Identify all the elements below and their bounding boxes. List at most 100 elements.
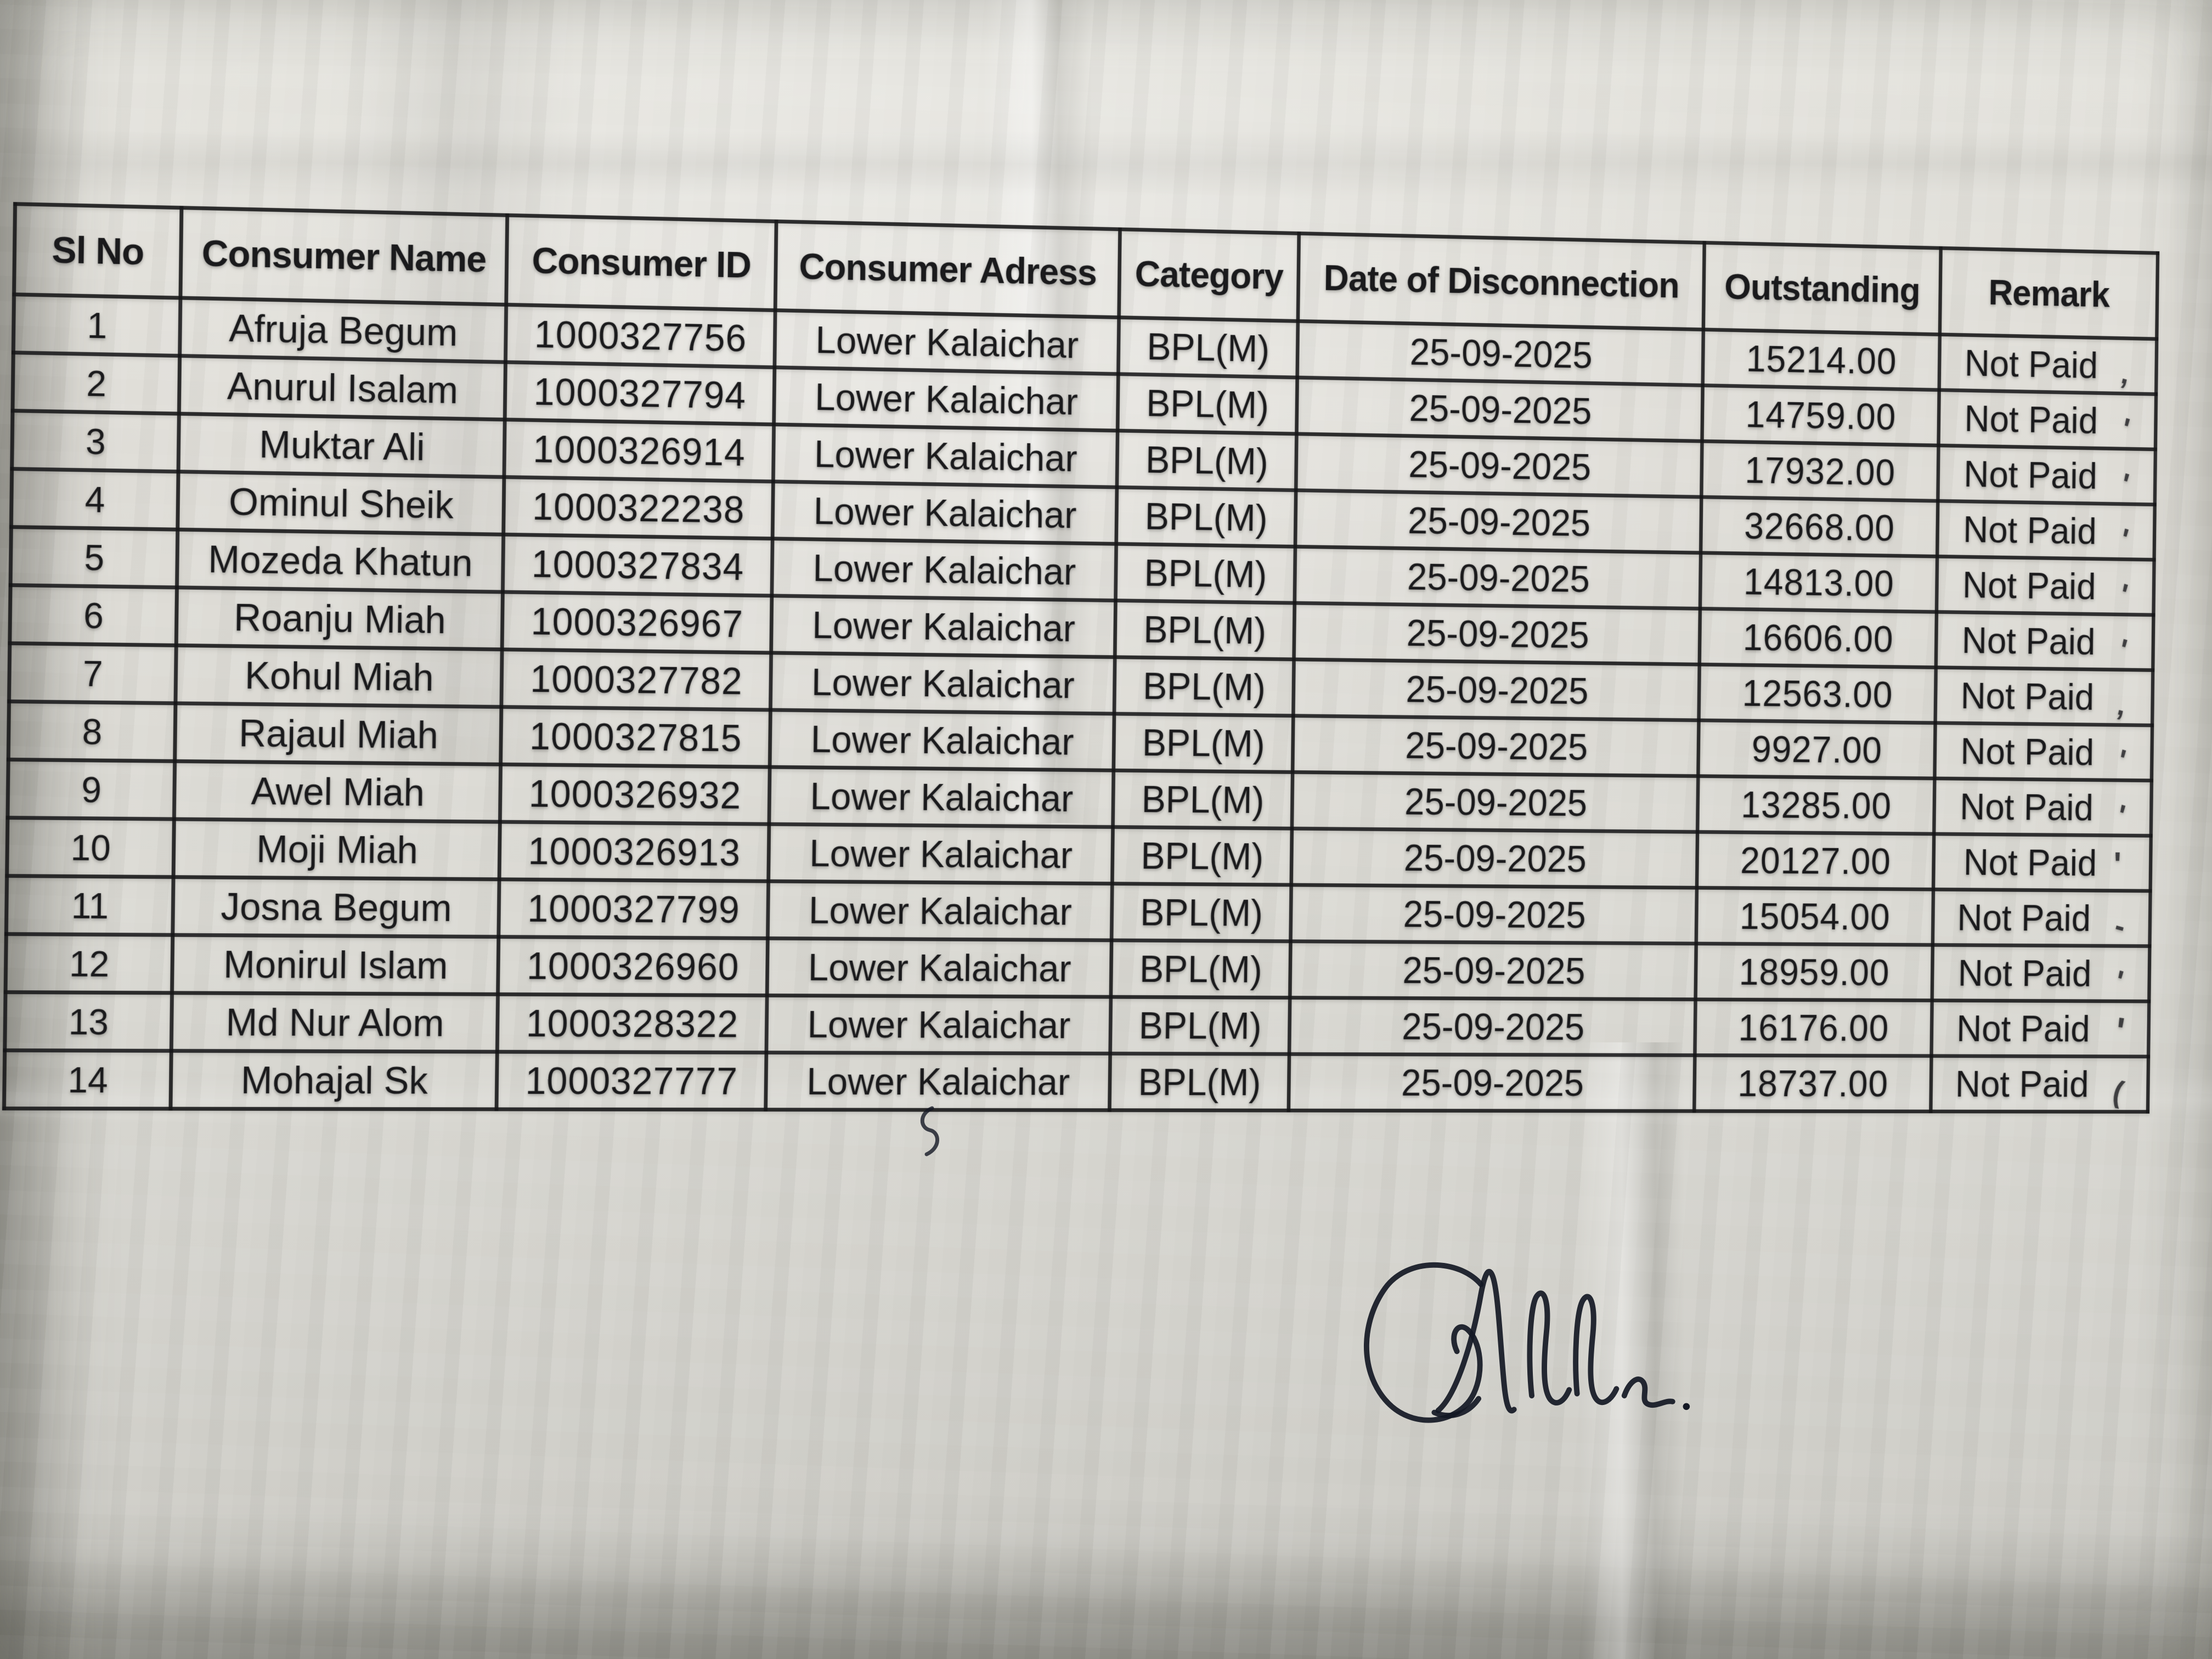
stray-pen-mark <box>920 1106 939 1156</box>
disconnection-table: Sl No Consumer Name Consumer ID Consumer… <box>2 202 2159 1114</box>
remark-text: Not Paid <box>1964 342 2098 386</box>
pen-tick-mark: ' <box>2113 845 2121 883</box>
cell-consumer-id: 1000326913 <box>499 822 769 882</box>
cell-category: BPL(M) <box>1118 317 1298 378</box>
pen-tick-mark: ' <box>2117 522 2132 557</box>
cell-sl-no: 12 <box>5 934 173 993</box>
cell-category: BPL(M) <box>1110 997 1290 1054</box>
cell-remark: Not Paid, <box>1935 667 2153 726</box>
cell-date-of-disconnection: 25-09-2025 <box>1294 603 1700 665</box>
remark-text: Not Paid <box>1962 564 2096 607</box>
table-body: 1 Afruja Begum 1000327756 Lower Kalaicha… <box>4 294 2157 1112</box>
cell-category: BPL(M) <box>1110 940 1291 998</box>
cell-outstanding: 12563.00 <box>1699 664 1936 723</box>
cell-consumer-id: 1000327794 <box>505 362 775 425</box>
cell-consumer-adress: Lower Kalaichar <box>766 995 1111 1054</box>
cell-category: BPL(M) <box>1115 600 1295 659</box>
cell-outstanding: 17932.00 <box>1701 441 1939 501</box>
cell-outstanding: 18737.00 <box>1694 1055 1932 1111</box>
cell-remark: Not Paid ( <box>1931 1056 2149 1112</box>
cell-category: BPL(M) <box>1113 714 1294 772</box>
header-cell-consumer-id: Consumer ID <box>506 215 777 311</box>
table-row: 14 Mohajal Sk 1000327777 Lower Kalaichar… <box>4 1050 2149 1112</box>
cell-sl-no: 1 <box>13 294 180 356</box>
remark-text: Not Paid <box>1960 730 2095 773</box>
cell-outstanding: 20127.00 <box>1696 832 1934 890</box>
cell-consumer-name: Mohajal Sk <box>170 1051 498 1109</box>
signature-scribble <box>1364 1262 1690 1423</box>
cell-sl-no: 13 <box>4 992 172 1051</box>
remark-text: Not Paid <box>1956 1008 2090 1049</box>
cell-category: BPL(M) <box>1118 374 1297 434</box>
cell-date-of-disconnection: 25-09-2025 <box>1296 433 1702 497</box>
cell-sl-no: 6 <box>9 585 177 646</box>
cell-consumer-name: Mozeda Khatun <box>177 529 504 592</box>
cell-sl-no: 8 <box>8 701 176 761</box>
cell-consumer-adress: Lower Kalaichar <box>772 481 1117 544</box>
cell-consumer-adress: Lower Kalaichar <box>767 938 1112 997</box>
cell-remark: Not Paid - <box>1932 889 2151 946</box>
cell-consumer-adress: Lower Kalaichar <box>771 595 1116 657</box>
cell-consumer-name: Rajaul Miah <box>174 703 501 765</box>
cell-remark: Not Paid, <box>1939 334 2157 394</box>
cell-sl-no: 5 <box>10 527 178 588</box>
cell-sl-no: 2 <box>12 352 180 414</box>
cell-outstanding: 14759.00 <box>1702 385 1939 445</box>
cell-category: BPL(M) <box>1113 770 1293 829</box>
cell-consumer-name: Muktar Ali <box>178 414 505 477</box>
remark-text: Not Paid <box>1957 896 2091 939</box>
header-cell-date-of-disconnection: Date of Disconnection <box>1297 233 1705 330</box>
remark-text: Not Paid <box>1955 1063 2089 1105</box>
header-cell-category: Category <box>1119 229 1299 321</box>
cell-consumer-id: 1000327782 <box>501 649 771 710</box>
cell-consumer-adress: Lower Kalaichar <box>768 881 1113 940</box>
cell-date-of-disconnection: 25-09-2025 <box>1290 941 1696 1000</box>
pen-tick-mark: - <box>2111 908 2129 944</box>
cell-consumer-name: Ominul Sheik <box>177 471 504 535</box>
header-cell-remark: Remark <box>1939 248 2158 339</box>
cell-sl-no: 11 <box>6 876 174 935</box>
cell-remark: Not Paid ' <box>1938 390 2157 450</box>
cell-consumer-name: Anurul Isalam <box>179 356 506 420</box>
cell-consumer-id: 1000326932 <box>500 764 770 825</box>
cell-consumer-id: 1000327777 <box>496 1052 766 1110</box>
cell-consumer-name: Moji Miah <box>173 819 500 879</box>
cell-sl-no: 9 <box>7 759 175 820</box>
cell-category: BPL(M) <box>1109 1053 1290 1111</box>
header-cell-outstanding: Outstanding <box>1703 242 1941 335</box>
cell-consumer-adress: Lower Kalaichar <box>771 538 1116 601</box>
cell-consumer-adress: Lower Kalaichar <box>770 710 1115 771</box>
remark-text: Not Paid <box>1962 509 2097 552</box>
cell-outstanding: 16176.00 <box>1695 999 1932 1056</box>
cell-consumer-id: 1000326960 <box>498 936 768 996</box>
remark-text: Not Paid <box>1961 619 2096 662</box>
cell-remark: Not Paid ' <box>1934 778 2152 836</box>
pen-tick-mark: ' <box>2118 466 2132 501</box>
remark-text: Not Paid <box>1960 786 2094 828</box>
cell-consumer-id: 1000327756 <box>505 304 776 368</box>
pen-tick-mark: , <box>2114 687 2131 723</box>
cell-remark: Not Paid ' <box>1934 723 2153 781</box>
cell-date-of-disconnection: 25-09-2025 <box>1297 321 1703 386</box>
header-cell-consumer-name: Consumer Name <box>180 207 507 305</box>
pen-tick-mark: ' <box>2114 798 2129 833</box>
cell-consumer-name: Roanju Miah <box>176 587 503 650</box>
cell-date-of-disconnection: 25-09-2025 <box>1295 490 1702 553</box>
pen-tick-mark: ( <box>2109 1074 2127 1109</box>
remark-text: Not Paid <box>1964 398 2098 441</box>
cell-consumer-name: Kohul Miah <box>175 645 503 707</box>
cell-consumer-id: 1000326914 <box>504 419 774 482</box>
cell-consumer-id: 1000328322 <box>497 994 768 1053</box>
cell-date-of-disconnection: 25-09-2025 <box>1289 997 1696 1056</box>
cell-consumer-adress: Lower Kalaichar <box>768 824 1113 884</box>
remark-text: Not Paid <box>1963 453 2098 496</box>
cell-outstanding: 15214.00 <box>1702 329 1940 390</box>
remark-text: Not Paid <box>1963 841 2097 884</box>
cell-date-of-disconnection: 25-09-2025 <box>1296 377 1703 442</box>
pen-tick-mark: ' <box>2118 411 2134 446</box>
crease-shadow <box>0 131 2212 196</box>
cell-category: BPL(M) <box>1112 827 1292 885</box>
cell-category: BPL(M) <box>1114 657 1294 716</box>
